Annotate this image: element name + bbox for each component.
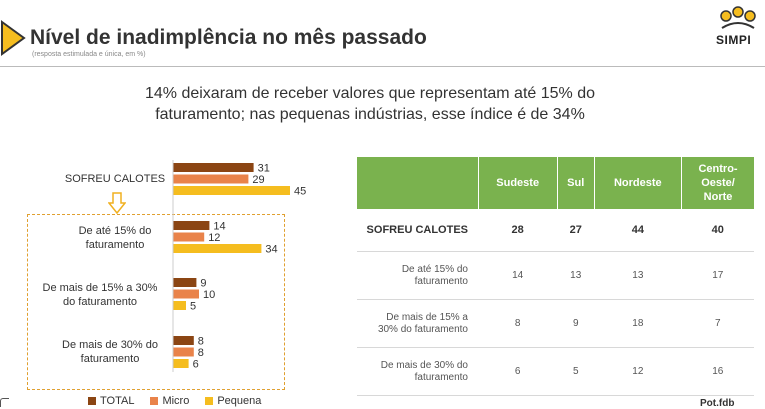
legend-swatch-pequena [205, 397, 214, 405]
header-line: Norte [703, 191, 733, 203]
row-label-line: De mais de 15% a [386, 311, 468, 323]
breakdown-highlight-box [27, 214, 285, 390]
row-label-line: De mais de 30% do [380, 359, 468, 371]
table-row: De mais de 15% a 30% do faturamento 8 9 … [357, 299, 754, 348]
data-label: 14 [213, 221, 225, 233]
category-label-line: faturamento [80, 353, 140, 365]
page-subtitle: (resposta estimulada e única, em %) [32, 51, 146, 58]
table-row: SOFREU CALOTES 28 27 44 40 [357, 209, 754, 252]
data-label: 45 [294, 186, 306, 198]
cell-value: 5 [557, 347, 595, 396]
category-label: De mais de 15% a 30% do faturamento [20, 281, 180, 309]
chart-legend: TOTAL Micro Pequena [88, 395, 261, 407]
row-label: De mais de 15% a 30% do faturamento [357, 299, 478, 348]
table-header-sul: Sul [557, 157, 595, 209]
bar-pequena [173, 244, 262, 253]
headline-line-2: faturamento; nas pequenas indústrias, es… [155, 106, 585, 123]
bar-micro [173, 174, 249, 184]
table-row: De mais de 30% do faturamento 6 5 12 16 [357, 347, 754, 396]
data-label: 9 [200, 278, 206, 290]
bar-pequena [173, 359, 189, 368]
category-label-line: De mais de 30% do [62, 339, 158, 351]
bar-total [173, 221, 210, 230]
cell-value: 12 [594, 347, 682, 396]
legend-label-pequena: Pequena [217, 395, 262, 407]
table-header-row: Sudeste Sul Nordeste Centro- Oeste/ Nort… [357, 157, 754, 209]
row-label-line: 30% do faturamento [377, 323, 468, 335]
table-row: De até 15% do faturamento 14 13 13 17 [357, 251, 754, 300]
page-title: Nível de inadimplência no mês passado [30, 26, 427, 49]
category-label-line: De mais de 15% a 30% [42, 282, 158, 294]
legend-item-micro: Micro [150, 395, 189, 407]
data-label: 8 [198, 347, 204, 359]
legend-label-total: TOTAL [100, 395, 135, 407]
headline-line-1: 14% deixaram de receber valores que repr… [144, 85, 596, 102]
bar-micro [173, 232, 205, 242]
regional-table: Sudeste Sul Nordeste Centro- Oeste/ Nort… [357, 157, 754, 396]
category-label: SOFREU CALOTES [35, 172, 195, 186]
row-label-line: faturamento [414, 371, 468, 383]
cell-value: 6 [478, 347, 558, 396]
cell-value: 13 [557, 251, 595, 300]
cell-value: 9 [557, 299, 595, 348]
data-label: 34 [265, 244, 277, 256]
edge-bracket [0, 398, 9, 407]
legend-swatch-total [88, 397, 96, 405]
brand-name: SIMPI [716, 33, 752, 47]
bar-pequena [173, 301, 186, 310]
bar-pequena [173, 186, 290, 195]
cell-value: 13 [594, 251, 682, 300]
simpi-logo-icon [720, 6, 756, 29]
data-label: 31 [258, 163, 270, 175]
row-label-line: De até 15% do [401, 263, 468, 275]
down-arrow-icon [108, 192, 126, 214]
header-line: Oeste/ [701, 177, 735, 189]
bar-total [173, 336, 194, 345]
bar-total [173, 278, 197, 287]
category-label-line: do faturamento [63, 296, 137, 308]
header-line: Centro- [698, 163, 738, 175]
row-label: De até 15% do faturamento [357, 251, 478, 300]
cell-value: 7 [681, 299, 754, 348]
legend-item-total: TOTAL [88, 395, 134, 407]
play-triangle-icon [1, 20, 26, 56]
data-label: 29 [252, 174, 264, 186]
category-label-line: SOFREU CALOTES [64, 173, 166, 185]
table-header-nordeste: Nordeste [594, 157, 683, 209]
category-label: De mais de 30% do faturamento [30, 338, 190, 366]
table-header-empty [357, 157, 479, 209]
category-label-line: faturamento [85, 239, 145, 251]
row-label-line: faturamento [414, 275, 468, 287]
data-label: 6 [193, 359, 199, 371]
legend-swatch-micro [150, 397, 159, 405]
category-label-line: De até 15% do [78, 225, 152, 237]
bar-micro [173, 347, 194, 357]
row-label: De mais de 30% do faturamento [357, 347, 478, 396]
cell-value: 28 [478, 209, 558, 252]
corner-text: Pot.fdb [700, 398, 735, 409]
legend-label-micro: Micro [162, 395, 190, 407]
table-header-sudeste: Sudeste [478, 157, 558, 209]
bar-micro [173, 289, 199, 299]
data-label: 5 [190, 301, 196, 313]
table-header-centro-oeste-norte: Centro- Oeste/ Norte [681, 157, 754, 209]
cell-value: 16 [681, 347, 754, 396]
cell-value: 18 [594, 299, 682, 348]
header-divider [0, 66, 765, 67]
row-label: SOFREU CALOTES [357, 209, 478, 252]
data-label: 10 [203, 289, 215, 301]
headline: 14% deixaram de receber valores que repr… [90, 83, 650, 125]
cell-value: 44 [594, 209, 682, 252]
cell-value: 8 [478, 299, 558, 348]
category-label: De até 15% do faturamento [35, 224, 195, 252]
data-label: 12 [208, 232, 220, 244]
data-label: 8 [198, 336, 204, 348]
bar-total [173, 163, 254, 172]
legend-item-pequena: Pequena [205, 395, 261, 407]
cell-value: 27 [557, 209, 595, 252]
cell-value: 14 [478, 251, 558, 300]
cell-value: 17 [681, 251, 754, 300]
cell-value: 40 [681, 209, 754, 252]
